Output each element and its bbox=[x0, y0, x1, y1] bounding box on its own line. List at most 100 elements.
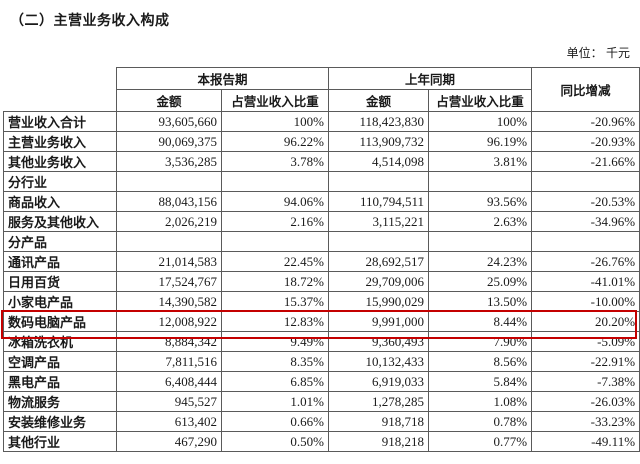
current-pct: 2.16% bbox=[220, 211, 330, 232]
current-amount: 93,605,660 bbox=[116, 111, 222, 132]
row-label: 分产品 bbox=[3, 231, 117, 252]
yoy-change: -7.38% bbox=[531, 371, 640, 392]
prior-amount: 1,278,285 bbox=[328, 391, 430, 412]
current-pct: 6.85% bbox=[220, 371, 330, 392]
unit-note: 单位： 千元 bbox=[566, 46, 630, 60]
prior-amount: 6,919,033 bbox=[328, 371, 430, 392]
row-label: 冰箱洗衣机 bbox=[3, 331, 117, 352]
yoy-change: -20.93% bbox=[531, 131, 640, 152]
header-blank-cell bbox=[3, 67, 117, 112]
current-amount: 14,390,582 bbox=[116, 291, 222, 312]
current-pct: 94.06% bbox=[220, 191, 330, 212]
prior-pct: 13.50% bbox=[428, 291, 533, 312]
prior-amount: 9,360,493 bbox=[328, 331, 430, 352]
prior-amount: 9,991,000 bbox=[328, 311, 430, 332]
table-header: 本报告期 上年同期 同比增减 金额 占营业收入比重 金额 占营业收入比重 bbox=[3, 67, 640, 112]
prior-pct: 1.08% bbox=[428, 391, 533, 412]
current-amount: 467,290 bbox=[116, 431, 222, 452]
current-amount: 2,026,219 bbox=[116, 211, 222, 232]
yoy-change bbox=[531, 231, 640, 252]
current-amount: 21,014,583 bbox=[116, 251, 222, 272]
prior-amount: 15,990,029 bbox=[328, 291, 430, 312]
current-amount: 88,043,156 bbox=[116, 191, 222, 212]
row-label: 商品收入 bbox=[3, 191, 117, 212]
prior-pct: 96.19% bbox=[428, 131, 533, 152]
row-label: 数码电脑产品 bbox=[3, 311, 117, 332]
current-pct: 96.22% bbox=[220, 131, 330, 152]
row-label: 空调产品 bbox=[3, 351, 117, 372]
current-amount: 613,402 bbox=[116, 411, 222, 432]
current-pct: 0.50% bbox=[220, 431, 330, 452]
table-row: 小家电产品 14,390,582 15.37% 15,990,029 13.50% -10… bbox=[3, 291, 640, 312]
current-pct bbox=[220, 171, 330, 192]
table-row: 其他业务收入 3,536,285 3.78% 4,514,098 3.81% -21.66… bbox=[3, 151, 640, 172]
current-pct: 9.49% bbox=[220, 331, 330, 352]
row-label: 其他行业 bbox=[3, 431, 117, 452]
prior-pct: 25.09% bbox=[428, 271, 533, 292]
table-row: 空调产品 7,811,516 8.35% 10,132,433 8.56% -22.91% bbox=[3, 351, 640, 372]
prior-amount: 3,115,221 bbox=[328, 211, 430, 232]
header-current-amount: 金额 bbox=[116, 89, 222, 112]
section-title: （二）主营业务收入构成 bbox=[10, 12, 170, 28]
prior-amount: 28,692,517 bbox=[328, 251, 430, 272]
prior-amount: 29,709,006 bbox=[328, 271, 430, 292]
prior-amount bbox=[328, 171, 430, 192]
yoy-change bbox=[531, 171, 640, 192]
prior-amount: 4,514,098 bbox=[328, 151, 430, 172]
header-prior-amount: 金额 bbox=[328, 89, 430, 112]
table-row: 黑电产品 6,408,444 6.85% 6,919,033 5.84% -7.38% bbox=[3, 371, 640, 392]
row-label: 安装维修业务 bbox=[3, 411, 117, 432]
current-amount bbox=[116, 231, 222, 252]
table-row: 主营业务收入 90,069,375 96.22% 113,909,732 96.19% -… bbox=[3, 131, 640, 152]
yoy-change: -34.96% bbox=[531, 211, 640, 232]
current-amount: 945,527 bbox=[116, 391, 222, 412]
row-label: 物流服务 bbox=[3, 391, 117, 412]
current-pct: 22.45% bbox=[220, 251, 330, 272]
prior-pct: 0.78% bbox=[428, 411, 533, 432]
current-pct: 8.35% bbox=[220, 351, 330, 372]
current-amount: 17,524,767 bbox=[116, 271, 222, 292]
row-label: 其他业务收入 bbox=[3, 151, 117, 172]
table-row: 安装维修业务 613,402 0.66% 918,718 0.78% -33.23% bbox=[3, 411, 640, 432]
row-label: 通讯产品 bbox=[3, 251, 117, 272]
yoy-change: -26.76% bbox=[531, 251, 640, 272]
prior-amount bbox=[328, 231, 430, 252]
prior-pct: 2.63% bbox=[428, 211, 533, 232]
row-label: 日用百货 bbox=[3, 271, 117, 292]
current-pct: 0.66% bbox=[220, 411, 330, 432]
current-amount: 3,536,285 bbox=[116, 151, 222, 172]
yoy-change: -22.91% bbox=[531, 351, 640, 372]
yoy-change: -20.96% bbox=[531, 111, 640, 132]
prior-amount: 10,132,433 bbox=[328, 351, 430, 372]
row-label: 服务及其他收入 bbox=[3, 211, 117, 232]
prior-pct bbox=[428, 171, 533, 192]
table-row: 数码电脑产品 12,008,922 12.83% 9,991,000 8.44% 20.2… bbox=[3, 311, 640, 332]
current-amount: 8,884,342 bbox=[116, 331, 222, 352]
revenue-composition-table: 本报告期 上年同期 同比增减 金额 占营业收入比重 金额 占营业收入比重 营业收… bbox=[3, 67, 640, 452]
row-label: 营业收入合计 bbox=[3, 111, 117, 132]
prior-pct: 0.77% bbox=[428, 431, 533, 452]
yoy-change: -20.53% bbox=[531, 191, 640, 212]
current-pct: 3.78% bbox=[220, 151, 330, 172]
yoy-change: -41.01% bbox=[531, 271, 640, 292]
prior-amount: 918,218 bbox=[328, 431, 430, 452]
prior-pct: 5.84% bbox=[428, 371, 533, 392]
yoy-change: 20.20% bbox=[531, 311, 640, 332]
table-row: 冰箱洗衣机 8,884,342 9.49% 9,360,493 7.90% -5.09% bbox=[3, 331, 640, 352]
table-row: 商品收入 88,043,156 94.06% 110,794,511 93.56% -20… bbox=[3, 191, 640, 212]
prior-amount: 118,423,830 bbox=[328, 111, 430, 132]
current-pct: 18.72% bbox=[220, 271, 330, 292]
current-pct: 15.37% bbox=[220, 291, 330, 312]
yoy-change: -5.09% bbox=[531, 331, 640, 352]
prior-pct bbox=[428, 231, 533, 252]
table-row: 通讯产品 21,014,583 22.45% 28,692,517 24.23% -26.… bbox=[3, 251, 640, 272]
prior-pct: 93.56% bbox=[428, 191, 533, 212]
prior-pct: 3.81% bbox=[428, 151, 533, 172]
current-pct: 12.83% bbox=[220, 311, 330, 332]
table-row: 日用百货 17,524,767 18.72% 29,709,006 25.09% -41.… bbox=[3, 271, 640, 292]
header-current-pct: 占营业收入比重 bbox=[220, 89, 330, 112]
current-amount: 7,811,516 bbox=[116, 351, 222, 372]
yoy-change: -10.00% bbox=[531, 291, 640, 312]
header-yoy-change: 同比增减 bbox=[531, 67, 640, 112]
